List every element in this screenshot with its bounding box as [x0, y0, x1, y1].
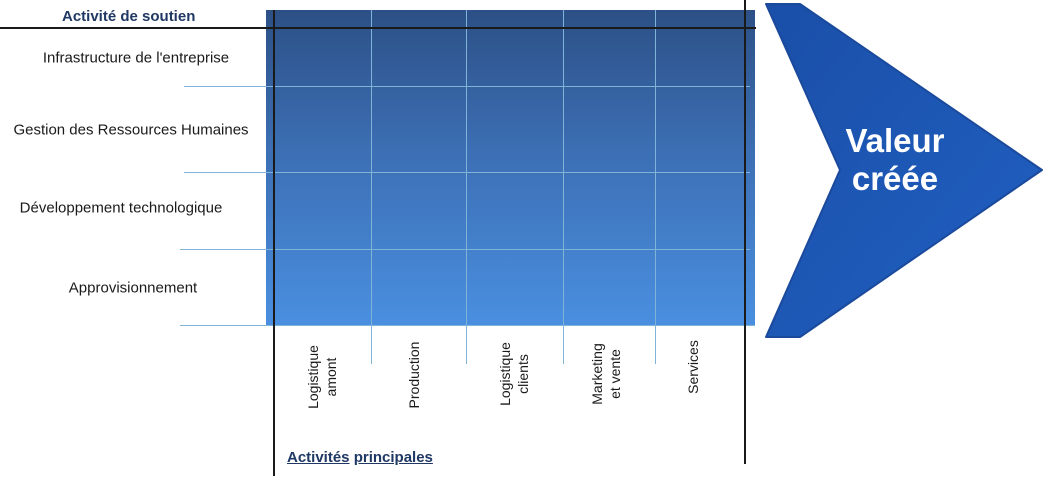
row-divider-2	[184, 172, 750, 173]
primary-activity-line: Logistique	[305, 345, 321, 409]
value-created-line2: créée	[851, 160, 939, 197]
primary-activity-line: amont	[323, 357, 339, 397]
primary-activity-label: Services	[684, 340, 702, 394]
primary-activities-heading: Activités principales	[287, 449, 433, 466]
top-frame-line	[0, 27, 756, 29]
primary-activity-label: Logistique clients	[496, 342, 532, 406]
primary-activity-label: Logistique amont	[304, 345, 340, 409]
row-divider-1	[184, 86, 750, 87]
primary-activity-line: Marketing	[589, 343, 605, 405]
support-activities-heading: Activité de soutien	[62, 8, 196, 25]
column-divider-1	[371, 10, 372, 364]
support-activity-label: Développement technologique	[19, 199, 223, 217]
column-divider-3	[563, 10, 564, 364]
support-activity-label: Infrastructure de l'entreprise	[42, 49, 230, 67]
primary-heading-part2: principales	[353, 449, 433, 466]
primary-activity-line: clients	[515, 354, 531, 394]
column-divider-2	[466, 10, 467, 364]
primary-activity-label: Production	[405, 342, 423, 409]
support-activity-label: Approvisionnement	[68, 279, 198, 297]
left-frame-line	[273, 10, 275, 476]
row-divider-4	[180, 325, 755, 326]
primary-activity-line: Production	[406, 341, 422, 409]
value-created-text: Valeur créée	[820, 122, 970, 198]
row-divider-3	[180, 249, 750, 250]
value-arrow	[765, 3, 1043, 338]
primary-activity-line: Services	[685, 340, 701, 394]
right-frame-line	[744, 0, 746, 464]
value-chain-grid	[266, 10, 755, 326]
primary-activity-line: Logistique	[497, 342, 513, 406]
primary-activity-line: et vente	[607, 349, 623, 399]
primary-activity-label: Marketing et vente	[588, 343, 624, 404]
support-activity-label: Gestion des Ressources Humaines	[13, 121, 249, 139]
value-created-line1: Valeur	[845, 122, 945, 159]
column-divider-4	[655, 10, 656, 364]
arrow-shape	[765, 3, 1043, 338]
primary-heading-part1: Activités	[287, 449, 350, 466]
